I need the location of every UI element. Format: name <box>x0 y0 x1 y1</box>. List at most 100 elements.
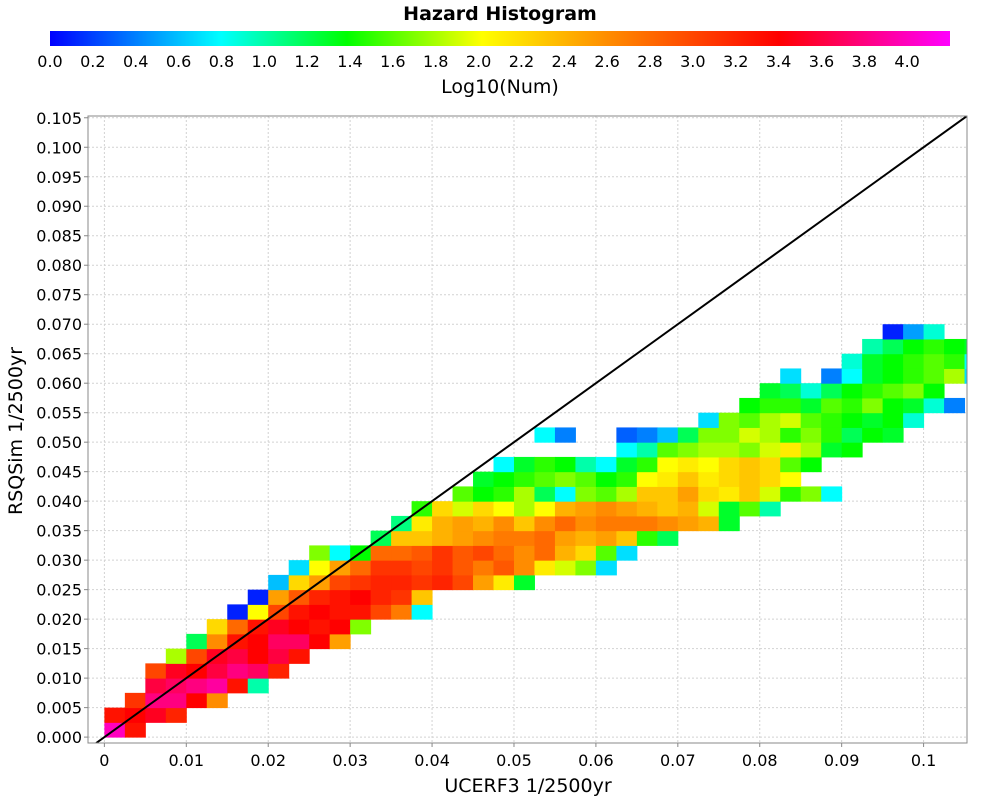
histogram-cell <box>452 515 474 532</box>
histogram-cell <box>841 368 863 384</box>
histogram-cell <box>595 530 617 546</box>
y-tick-label: 0.055 <box>36 404 82 423</box>
histogram-cell <box>165 648 187 664</box>
histogram-cell <box>411 589 433 605</box>
y-tick-label: 0.070 <box>36 315 82 334</box>
histogram-cell <box>288 619 310 635</box>
histogram-cell <box>677 456 699 473</box>
histogram-cell <box>841 427 863 443</box>
histogram-cell <box>718 412 740 428</box>
histogram-cell <box>882 338 904 355</box>
histogram-cell <box>595 515 617 532</box>
histogram-cell <box>780 412 802 428</box>
histogram-cell <box>534 501 556 517</box>
histogram-cell <box>329 619 351 635</box>
histogram-cell <box>698 515 720 532</box>
histogram-cell <box>841 397 863 414</box>
histogram-cell <box>534 427 556 443</box>
histogram-cell <box>268 648 290 664</box>
histogram-cell <box>473 515 495 532</box>
histogram-cell <box>759 471 781 487</box>
histogram-cell <box>329 633 351 650</box>
histogram-cell <box>800 383 822 399</box>
histogram-cell <box>944 353 966 369</box>
histogram-cell <box>227 604 249 620</box>
histogram-cell <box>636 471 658 487</box>
histogram-cell <box>432 545 454 561</box>
histogram-cell <box>595 471 617 487</box>
histogram-cell <box>739 442 761 458</box>
colorbar-tick-label: 1.4 <box>337 52 362 71</box>
y-tick-label: 0.105 <box>36 109 82 128</box>
histogram-cell <box>739 427 761 443</box>
histogram-cell <box>841 412 863 428</box>
histogram-cell <box>350 604 372 620</box>
histogram-cell <box>411 545 433 561</box>
histogram-cell <box>206 633 228 650</box>
histogram-cell <box>903 368 925 384</box>
colorbar-tick-label: 4.0 <box>894 52 919 71</box>
histogram-cell <box>739 412 761 428</box>
histogram-cell <box>718 501 740 517</box>
histogram-cell <box>493 501 515 517</box>
colorbar-tick-label: 0.8 <box>209 52 234 71</box>
histogram-cell <box>473 501 495 517</box>
histogram-cell <box>247 589 269 605</box>
histogram-cell <box>759 383 781 399</box>
histogram-cell <box>391 545 413 561</box>
histogram-cell <box>944 397 966 414</box>
histogram-cell <box>452 501 474 517</box>
histogram-cell <box>411 574 433 591</box>
histogram-cell <box>350 619 372 635</box>
histogram-cell <box>329 604 351 620</box>
histogram-cell <box>370 545 392 561</box>
histogram-cell <box>534 486 556 502</box>
histogram-cell <box>616 471 638 487</box>
histogram-cell <box>944 368 966 384</box>
y-tick-label: 0.040 <box>36 492 82 511</box>
x-axis-ticks: 0 0.01 0.02 0.03 0.04 0.05 0.06 0.07 0.08 0.09 0.1 <box>99 743 936 770</box>
x-tick-label: 0.08 <box>742 751 778 770</box>
histogram-cell <box>882 412 904 428</box>
histogram-cell <box>473 560 495 576</box>
histogram-cell <box>247 633 269 650</box>
histogram-cell <box>268 589 290 605</box>
histogram-cell <box>821 397 843 414</box>
y-tick-label: 0.095 <box>36 168 82 187</box>
y-tick-label: 0.020 <box>36 610 82 629</box>
histogram-cell <box>513 574 535 591</box>
histogram-cell <box>206 692 228 709</box>
y-tick-label: 0.075 <box>36 286 82 305</box>
histogram-cell <box>903 383 925 399</box>
y-tick-label: 0.065 <box>36 345 82 364</box>
histogram-cell <box>862 368 884 384</box>
histogram-cell <box>882 383 904 399</box>
histogram-cell <box>616 545 638 561</box>
histogram-cell <box>780 383 802 399</box>
histogram-cell <box>780 442 802 458</box>
y-tick-label: 0.030 <box>36 551 82 570</box>
histogram-cell <box>759 397 781 414</box>
histogram-cell <box>821 368 843 384</box>
histogram-cell <box>698 501 720 517</box>
histogram-cell <box>800 412 822 428</box>
histogram-cell <box>862 397 884 414</box>
histogram-cell <box>493 471 515 487</box>
histogram-cell <box>759 501 781 517</box>
histogram-cell <box>268 663 290 679</box>
x-tick-label: 0.02 <box>250 751 286 770</box>
histogram-cell <box>227 678 249 694</box>
histogram-cell <box>923 397 945 414</box>
y-tick-label: 0.080 <box>36 256 82 275</box>
histogram-cell <box>862 412 884 428</box>
x-tick-label: 0.07 <box>660 751 696 770</box>
histogram-cell <box>575 560 597 576</box>
histogram-cell <box>534 515 556 532</box>
histogram-cell <box>595 456 617 473</box>
colorbar-ticks: 0.0 0.2 0.4 0.6 0.8 1.0 1.2 1.4 1.6 1.8 2.0 2.2 2.4 2… <box>37 52 920 71</box>
y-tick-label: 0.000 <box>36 728 82 747</box>
histogram-cell <box>636 442 658 458</box>
y-tick-label: 0.100 <box>36 138 82 157</box>
histogram-cell <box>124 692 146 709</box>
histogram-cell <box>493 545 515 561</box>
